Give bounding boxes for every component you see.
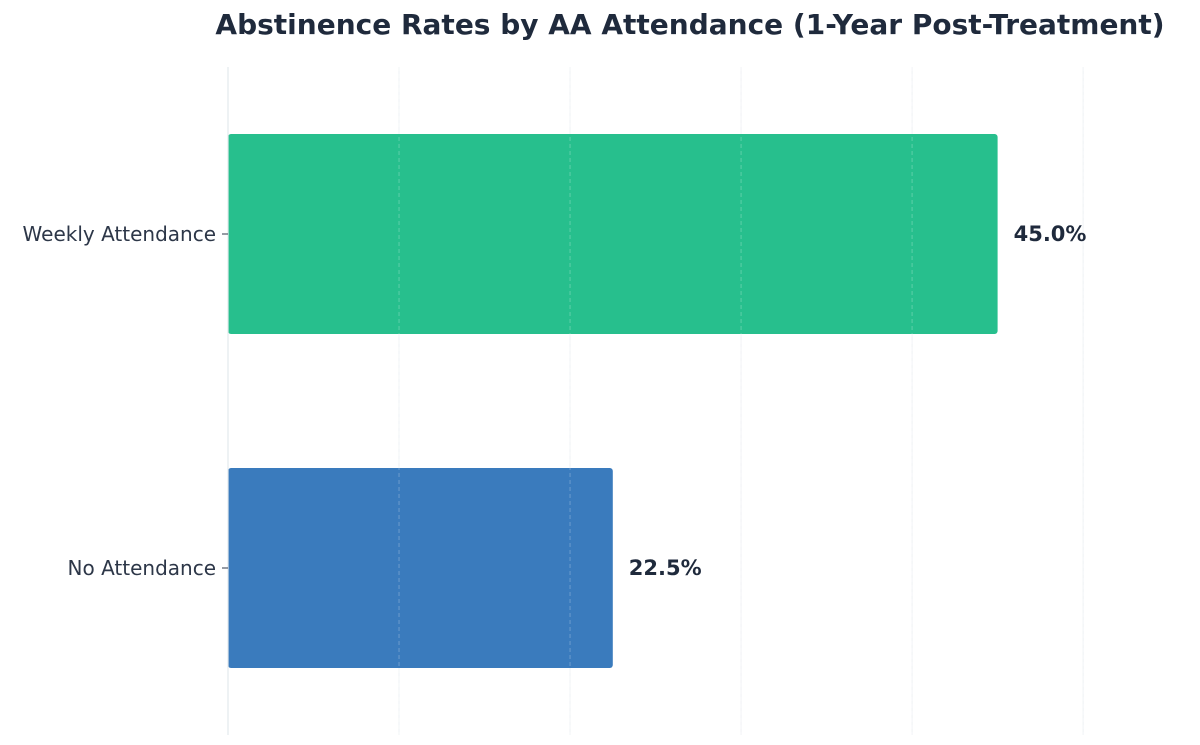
bar [228,468,613,668]
category-label: Weekly Attendance [23,222,216,246]
bar [228,134,998,334]
labels: Weekly Attendance 45.0% No Attendance 22.5% [23,222,1087,580]
bars [228,134,998,668]
data-label: 22.5% [629,556,702,580]
grid-overlay [398,67,1084,735]
data-label: 45.0% [1014,222,1087,246]
category-label: No Attendance [68,556,216,580]
chart-title: Abstinence Rates by AA Attendance (1-Yea… [215,8,1164,41]
